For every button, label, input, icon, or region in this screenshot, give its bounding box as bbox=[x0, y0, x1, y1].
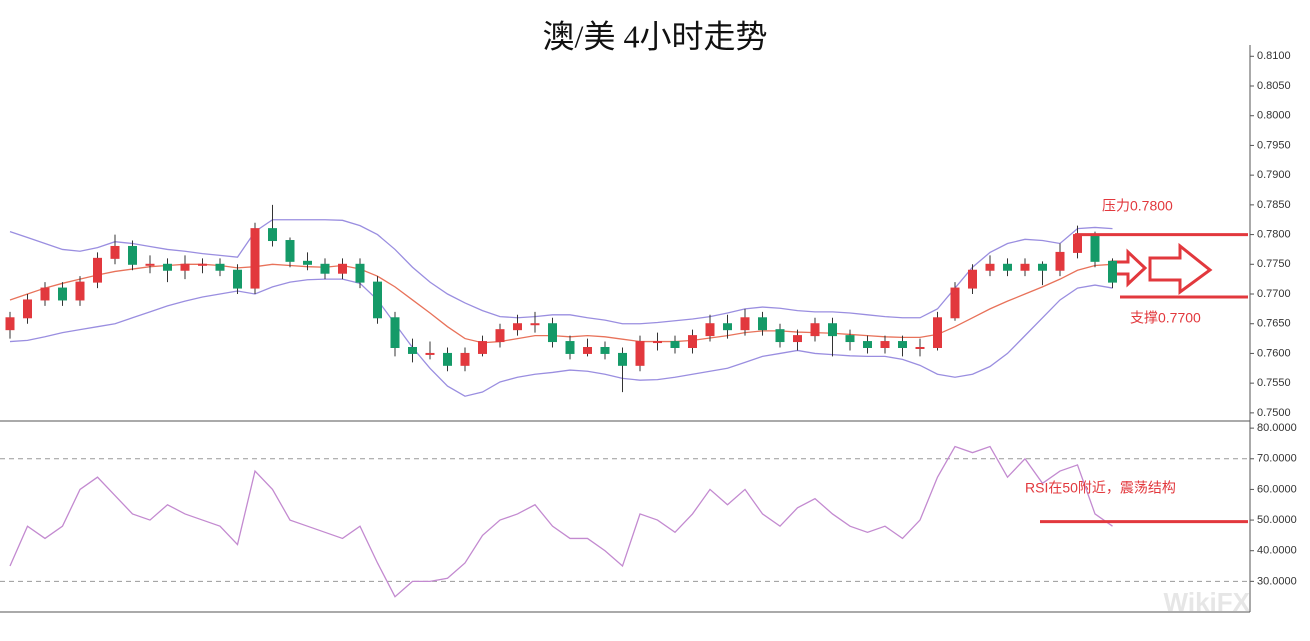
y-tick-label: 0.7950 bbox=[1257, 139, 1291, 151]
candle-body bbox=[723, 323, 732, 331]
candle-body bbox=[478, 341, 487, 354]
candle-body bbox=[110, 245, 120, 259]
y-tick-label: 50.0000 bbox=[1257, 514, 1297, 526]
y-tick-label: 0.7650 bbox=[1257, 318, 1291, 330]
candle-body bbox=[1108, 260, 1117, 283]
candle-body bbox=[968, 269, 977, 289]
candle-body bbox=[250, 228, 260, 289]
rsi-line bbox=[9, 445, 1113, 598]
annotation: 支撑0.7700 bbox=[1130, 310, 1201, 326]
band-lower bbox=[9, 278, 1113, 397]
candle-body bbox=[758, 317, 767, 331]
candle-body bbox=[740, 317, 750, 331]
candle-body bbox=[1038, 263, 1047, 271]
y-tick-label: 0.7800 bbox=[1257, 228, 1291, 240]
y-tick-label: 0.7850 bbox=[1257, 199, 1291, 211]
candle-body bbox=[233, 269, 242, 289]
candle-body bbox=[320, 263, 330, 274]
y-tick-label: 0.7550 bbox=[1257, 377, 1291, 389]
candle-body bbox=[163, 263, 172, 271]
candle-body bbox=[93, 257, 102, 283]
y-tick-label: 70.0000 bbox=[1257, 453, 1297, 465]
candle-body bbox=[23, 299, 32, 319]
y-tick-label: 40.0000 bbox=[1257, 545, 1297, 557]
arrow bbox=[1148, 242, 1213, 295]
candle-body bbox=[548, 323, 557, 343]
candle-body bbox=[863, 341, 872, 348]
arrows bbox=[1110, 242, 1213, 295]
y-tick-label: 0.7900 bbox=[1257, 169, 1291, 181]
chart-title: 澳/美 4小时走势 bbox=[543, 18, 768, 54]
candle-body bbox=[1073, 234, 1082, 253]
y-tick-label: 30.0000 bbox=[1257, 575, 1297, 587]
candle-body bbox=[793, 335, 802, 343]
candle-body bbox=[670, 341, 680, 348]
candle-body bbox=[180, 263, 190, 271]
candle-body bbox=[40, 287, 50, 301]
y-tick-label: 0.7500 bbox=[1257, 407, 1291, 419]
watermark: WikiFX bbox=[1164, 587, 1251, 617]
candle-body bbox=[915, 346, 925, 349]
candle-body bbox=[933, 317, 942, 348]
y-tick-label: 0.7600 bbox=[1257, 347, 1291, 359]
y-tick-label: 0.7700 bbox=[1257, 288, 1291, 300]
candle-body bbox=[215, 263, 225, 271]
candle-body bbox=[425, 352, 435, 355]
y-tick-label: 80.0000 bbox=[1257, 422, 1297, 434]
candle-body bbox=[985, 263, 995, 271]
candle-body bbox=[688, 335, 697, 348]
y-tick-label: 60.0000 bbox=[1257, 483, 1297, 495]
candle-body bbox=[828, 323, 837, 337]
candle-body bbox=[1055, 251, 1065, 271]
candle-body bbox=[390, 317, 400, 348]
candle-body bbox=[635, 341, 645, 366]
candle-body bbox=[898, 341, 907, 348]
candle-body bbox=[950, 287, 960, 319]
candle-body bbox=[530, 323, 540, 326]
candle-body bbox=[565, 341, 575, 354]
candle-body bbox=[58, 287, 67, 301]
y-tick-label: 0.8000 bbox=[1257, 110, 1291, 122]
candle-body bbox=[408, 346, 417, 354]
candle-body bbox=[583, 346, 592, 354]
candle-body bbox=[285, 240, 295, 262]
y-tick-label: 0.8100 bbox=[1257, 50, 1291, 62]
candle-body bbox=[1020, 263, 1030, 271]
candle-body bbox=[495, 329, 505, 343]
candle-body bbox=[880, 341, 890, 348]
candle-body bbox=[268, 228, 277, 242]
candle-body bbox=[513, 323, 522, 331]
candle-body bbox=[75, 281, 85, 301]
candle-body bbox=[845, 335, 855, 343]
candle-body bbox=[443, 352, 452, 366]
annotation: 压力0.7800 bbox=[1102, 197, 1173, 213]
candle-body bbox=[810, 323, 820, 337]
candle-body bbox=[338, 263, 347, 274]
candle-body bbox=[653, 341, 662, 344]
candle-body bbox=[775, 329, 785, 343]
candle-body bbox=[1003, 263, 1012, 271]
band-upper bbox=[9, 219, 1113, 325]
y-tick-label: 0.7750 bbox=[1257, 258, 1291, 270]
candle-body bbox=[128, 245, 137, 265]
annotation: RSI在50附近，震荡结构 bbox=[1025, 479, 1176, 495]
candle-body bbox=[303, 260, 312, 265]
candle-body bbox=[355, 263, 365, 283]
candle-body bbox=[705, 323, 715, 337]
candle-body bbox=[5, 317, 15, 331]
candle-body bbox=[1090, 234, 1100, 262]
y-tick-label: 0.8050 bbox=[1257, 80, 1291, 92]
candle-body bbox=[460, 352, 470, 366]
candle-body bbox=[145, 263, 155, 266]
candle-body bbox=[618, 352, 627, 366]
candle-body bbox=[373, 281, 382, 319]
candle-body bbox=[198, 263, 207, 266]
candle-body bbox=[600, 346, 610, 354]
band-middle bbox=[9, 263, 1113, 344]
